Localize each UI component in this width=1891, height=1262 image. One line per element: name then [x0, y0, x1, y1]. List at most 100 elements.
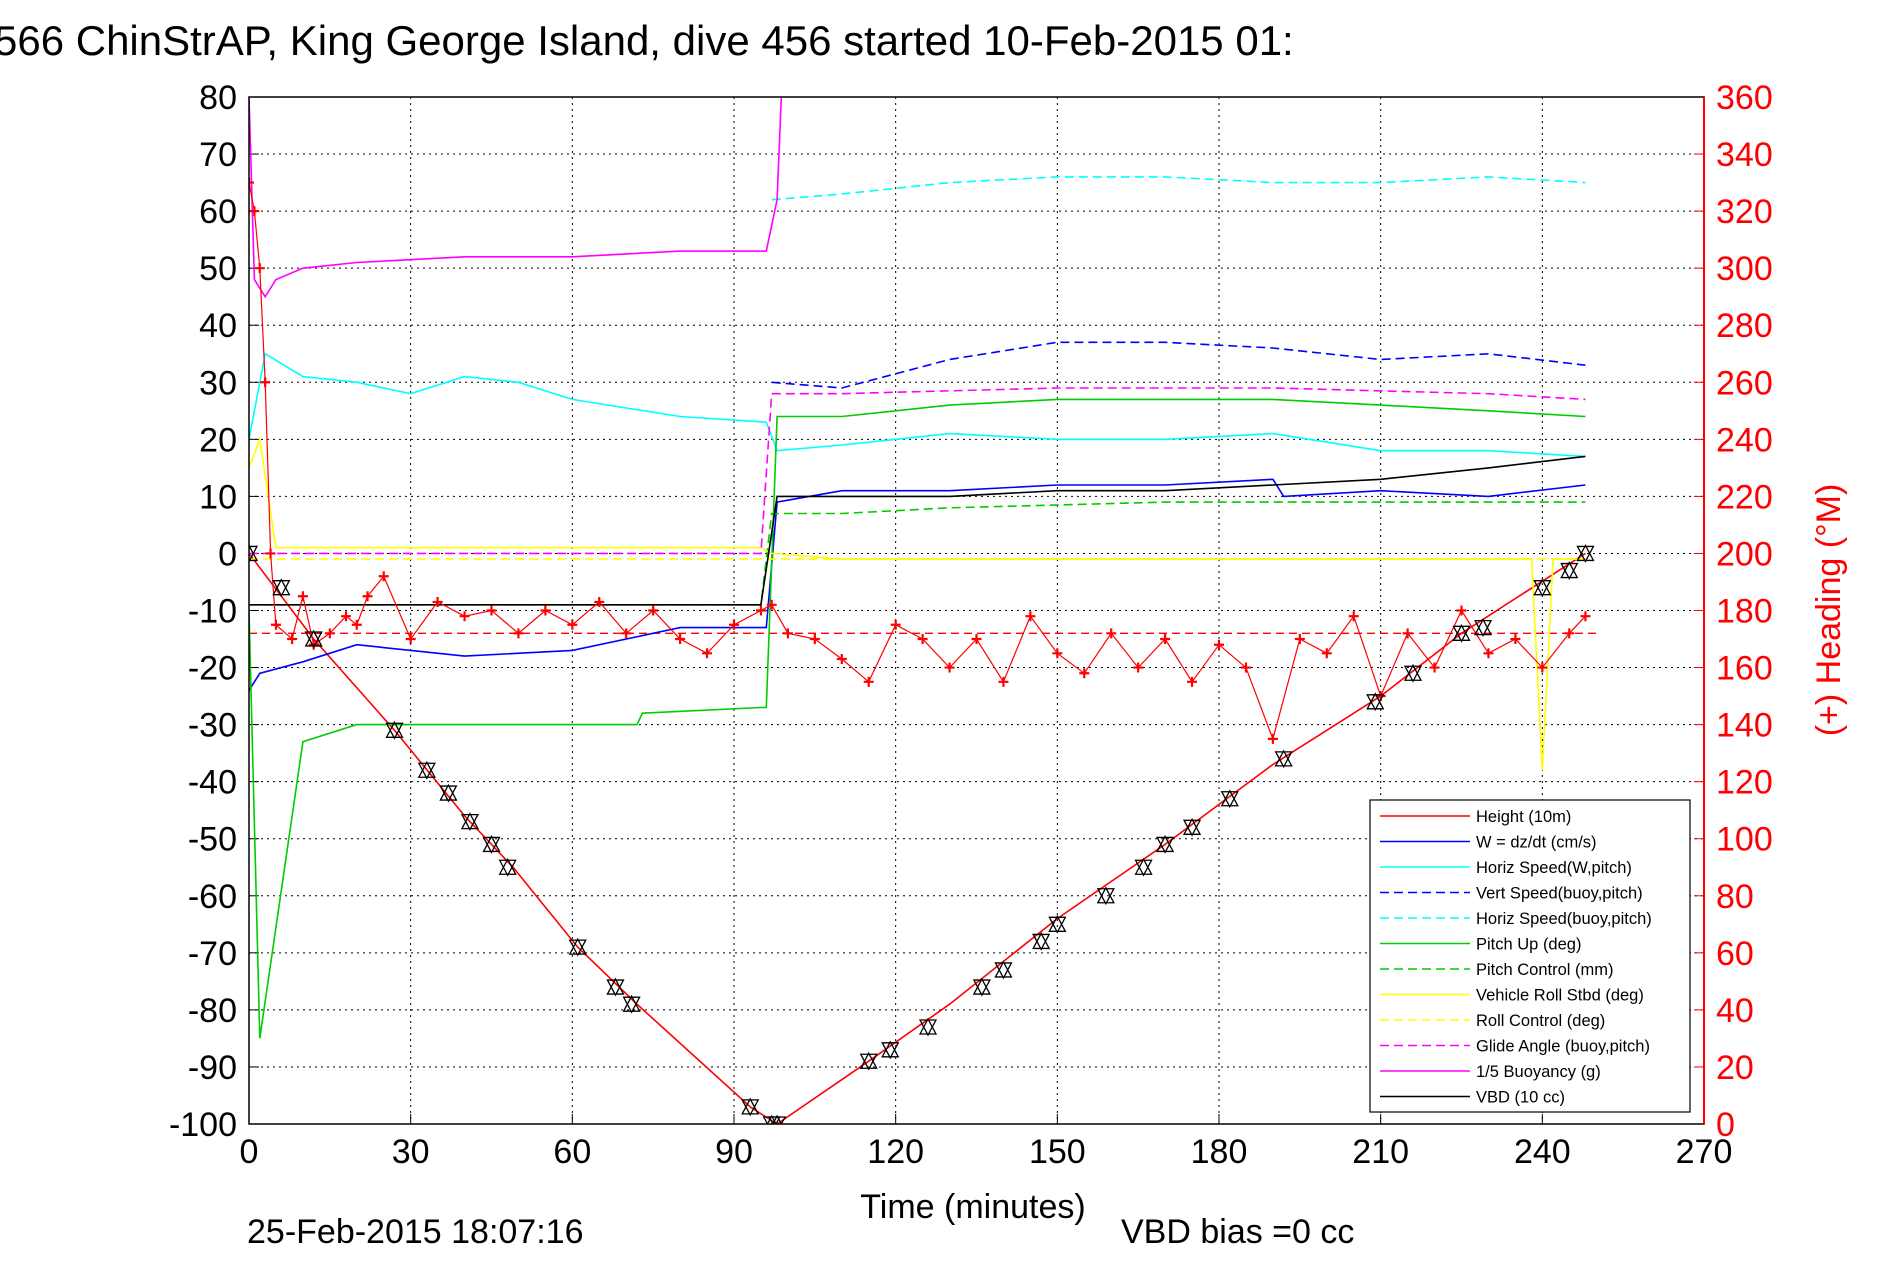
- series-line-5: [771, 176, 1586, 201]
- depth-marker: [918, 1019, 938, 1037]
- depth-marker: [859, 1053, 878, 1071]
- y2-tick-label: 180: [1716, 593, 1773, 631]
- legend-label-8: Vehicle Roll Stbd (deg): [1476, 987, 1644, 1005]
- y2-tick-label: 100: [1716, 821, 1773, 859]
- heading-point: [648, 605, 659, 616]
- series-line-12: [249, 455, 1586, 606]
- heading-point: [809, 634, 820, 645]
- heading-point: [341, 611, 351, 622]
- depth-marker: [1220, 791, 1239, 809]
- legend: Height (10m) W = dz/dt (cm/s) Horiz Speed(…: [1369, 799, 1691, 1113]
- y2-tick-label: 20: [1716, 1049, 1754, 1087]
- heading-point: [890, 619, 901, 630]
- heading-point: [297, 591, 308, 602]
- axis-ticks: 0 30 60 90 120 150 180 210 240 270 80 70 60 50 40 30 20 1…: [169, 79, 1773, 1171]
- y2-tick-label: 220: [1716, 478, 1773, 516]
- y-tick-label: -80: [188, 992, 237, 1030]
- depth-marker: [1134, 859, 1153, 877]
- heading-point: [1052, 648, 1063, 659]
- series-line-11: [249, 97, 783, 299]
- plot-area: [249, 97, 1597, 1124]
- x-tick-label: 240: [1514, 1133, 1571, 1171]
- heading-point: [1214, 639, 1224, 650]
- heading-point: [971, 634, 982, 645]
- heading-point: [432, 596, 443, 607]
- y-tick-label: 60: [199, 193, 237, 231]
- y-tick-label: -20: [188, 650, 237, 688]
- depth-marker: [918, 1017, 938, 1035]
- heading-point: [249, 177, 254, 188]
- y2-tick-label: 260: [1716, 364, 1773, 402]
- heading-point: [567, 619, 578, 630]
- depth-marker: [1182, 819, 1202, 837]
- depth-marker: [460, 813, 480, 831]
- heading-point: [944, 662, 955, 673]
- x-tick-label: 270: [1676, 1133, 1733, 1171]
- y2-tick-label: 0: [1716, 1106, 1735, 1144]
- heading-point: [378, 571, 389, 582]
- depth-marker: [1366, 694, 1385, 712]
- series-line-7: [249, 501, 1586, 606]
- depth-marker: [994, 962, 1013, 980]
- heading-point: [1402, 628, 1413, 639]
- series-line-4: [771, 341, 1586, 389]
- heading-point: [998, 676, 1009, 687]
- x-tick-label: 0: [240, 1133, 259, 1171]
- x-tick-label: 210: [1352, 1133, 1409, 1171]
- heading-point: [1537, 662, 1548, 673]
- heading-point: [1483, 648, 1494, 659]
- legend-label-6: Pitch Up (deg): [1476, 936, 1581, 954]
- heading-point: [249, 206, 260, 217]
- y-tick-label: 40: [199, 307, 237, 345]
- heading-point: [1187, 676, 1198, 687]
- depth-marker: [272, 580, 291, 598]
- y-tick-label: -100: [169, 1106, 237, 1144]
- depth-marker: [622, 996, 641, 1014]
- plot-layer: [249, 97, 1597, 1124]
- heading-point: [1267, 733, 1278, 744]
- heading-point: [254, 263, 265, 274]
- y-tick-label: 50: [199, 250, 237, 288]
- x-tick-label: 60: [553, 1133, 591, 1171]
- legend-label-11: 1/5 Buoyancy (g): [1476, 1063, 1601, 1081]
- depth-marker: [385, 722, 404, 740]
- y2-tick-label: 320: [1716, 193, 1773, 231]
- legend-label-2: W = dz/dt (cm/s): [1476, 834, 1597, 852]
- legend-label-3: Horiz Speed(W,pitch): [1476, 859, 1632, 877]
- heading-point: [1025, 611, 1036, 622]
- depth-marker: [1473, 618, 1493, 636]
- x-tick-label: 120: [867, 1133, 924, 1171]
- legend-label-10: Glide Angle (buoy,pitch): [1476, 1038, 1650, 1056]
- y2-tick-label: 340: [1716, 136, 1773, 174]
- heading-point: [1348, 611, 1359, 622]
- legend-label-1: Height (10m): [1476, 808, 1571, 826]
- y2-tick-label: 120: [1716, 764, 1773, 802]
- heading-point: [836, 653, 847, 664]
- depth-marker: [482, 836, 501, 854]
- depth-marker: [439, 783, 458, 801]
- heading-point: [1079, 668, 1090, 679]
- footer-vbd-bias: VBD bias =0 cc: [1121, 1213, 1354, 1251]
- depth-marker: [972, 979, 991, 997]
- depth-marker: [272, 578, 291, 596]
- depth-marker: [1576, 544, 1595, 562]
- heading-point: [459, 611, 470, 622]
- heading-point: [270, 619, 281, 630]
- depth-marker: [1096, 886, 1115, 904]
- depth-marker: [1473, 619, 1493, 637]
- legend-label-9: Roll Control (deg): [1476, 1012, 1605, 1030]
- depth-marker: [606, 977, 625, 995]
- y-tick-label: 70: [199, 136, 237, 174]
- depth-marker: [1452, 625, 1471, 643]
- y2-tick-label: 200: [1716, 535, 1773, 573]
- heading-point: [1456, 605, 1467, 616]
- y-tick-label: -30: [188, 707, 237, 745]
- y-tick-label: -90: [188, 1049, 237, 1087]
- depth-marker: [1096, 888, 1115, 906]
- heading-point: [782, 628, 793, 639]
- y-tick-label: 0: [218, 535, 237, 573]
- depth-marker: [606, 979, 625, 997]
- heading-point: [287, 634, 298, 645]
- heading-point: [729, 619, 739, 630]
